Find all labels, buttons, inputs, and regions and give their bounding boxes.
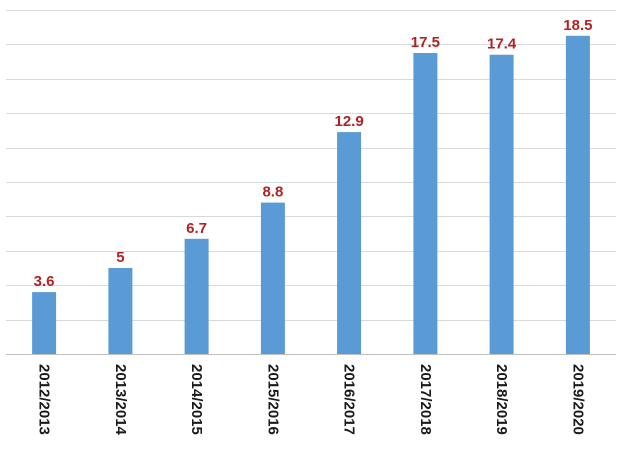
- data-labels: 3.6 5 6.7 8.8 12.9 17.5 17.4 18.5: [34, 17, 593, 290]
- data-label: 17.5: [411, 34, 440, 51]
- data-label: 17.4: [487, 36, 517, 53]
- data-label: 3.6: [34, 273, 55, 290]
- x-tick-label: 2012/2013: [36, 364, 53, 435]
- bars: [32, 35, 590, 355]
- x-tick-label: 2019/2020: [569, 364, 586, 435]
- data-label: 18.5: [563, 17, 592, 34]
- bar-2018-2019: [489, 54, 514, 354]
- bar-2016-2017: [337, 132, 362, 354]
- bar-2013-2014: [108, 268, 133, 354]
- data-label: 12.9: [334, 113, 363, 130]
- bar-2017-2018: [413, 53, 438, 354]
- x-tick-label: 2018/2019: [493, 364, 510, 435]
- x-tick-label: 2013/2014: [112, 364, 129, 436]
- data-label: 6.7: [186, 220, 207, 237]
- x-tick-label: 2014/2015: [188, 364, 205, 435]
- data-label: 5: [116, 249, 124, 266]
- x-tick-label: 2016/2017: [341, 364, 358, 435]
- gridlines: [6, 10, 616, 355]
- x-tick-labels: 2012/2013 2013/2014 2014/2015 2015/2016 2016…: [36, 364, 587, 436]
- bar-2012-2013: [32, 292, 57, 354]
- bar-2015-2016: [260, 202, 285, 354]
- x-tick-label: 2017/2018: [417, 364, 434, 435]
- bar-2014-2015: [184, 238, 209, 354]
- data-label: 8.8: [262, 184, 283, 201]
- x-tick-label: 2015/2016: [264, 364, 281, 435]
- bar-2019-2020: [565, 35, 590, 355]
